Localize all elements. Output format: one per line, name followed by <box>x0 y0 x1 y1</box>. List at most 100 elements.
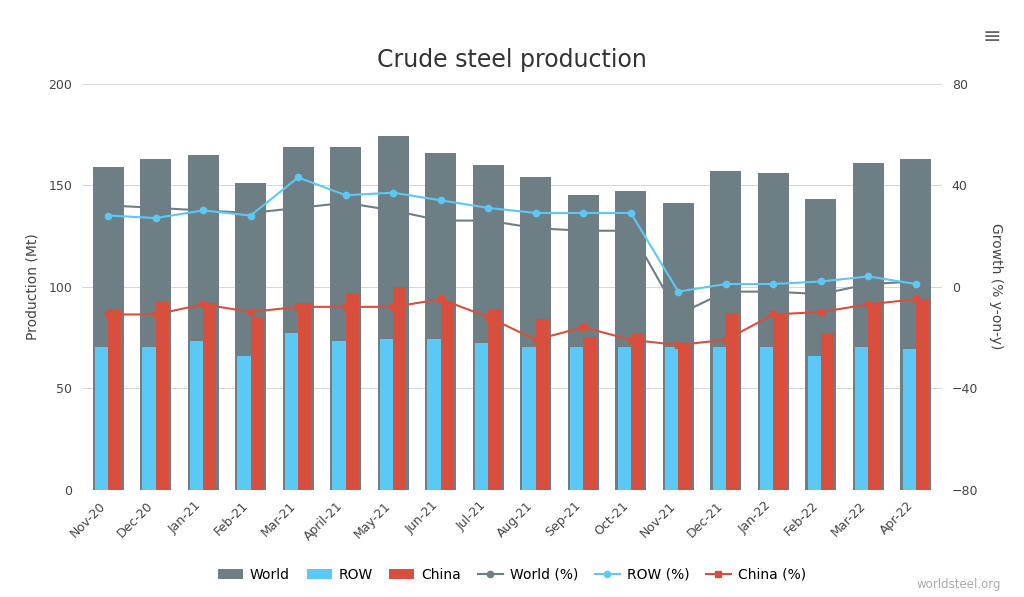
Bar <box>520 177 551 490</box>
China (%) <box>434 296 446 303</box>
Bar <box>615 191 646 490</box>
China (%) <box>625 336 637 343</box>
Bar <box>187 155 218 490</box>
China (%) <box>767 311 779 318</box>
Text: worldsteel.org: worldsteel.org <box>916 578 1001 591</box>
Y-axis label: Growth (% y-on-y): Growth (% y-on-y) <box>989 223 1004 350</box>
Line: China (%): China (%) <box>104 296 920 348</box>
Line: World (%): World (%) <box>104 200 920 318</box>
China (%) <box>672 341 684 349</box>
Bar <box>678 346 691 490</box>
China (%) <box>720 336 732 343</box>
World (%) <box>767 288 779 295</box>
World (%) <box>387 207 399 214</box>
Bar <box>425 153 456 490</box>
Bar <box>617 347 631 490</box>
Bar <box>915 298 929 490</box>
ROW (%) <box>245 212 257 219</box>
China (%) <box>150 311 162 318</box>
Bar <box>713 347 726 490</box>
Bar <box>92 167 124 490</box>
Bar <box>568 195 599 490</box>
World (%) <box>197 207 209 214</box>
Line: ROW (%): ROW (%) <box>104 174 920 295</box>
World (%) <box>150 204 162 211</box>
ROW (%) <box>815 278 827 285</box>
Bar <box>333 341 346 490</box>
ROW (%) <box>862 273 874 280</box>
Bar <box>808 356 821 490</box>
Bar <box>475 343 488 490</box>
ROW (%) <box>387 189 399 196</box>
Bar <box>758 173 788 490</box>
Bar <box>189 341 203 490</box>
Bar <box>868 303 882 490</box>
China (%) <box>340 303 352 310</box>
Bar <box>584 337 597 490</box>
Bar <box>522 347 536 490</box>
ROW (%) <box>672 288 684 295</box>
Title: Crude steel production: Crude steel production <box>377 48 647 72</box>
Bar <box>285 333 298 490</box>
World (%) <box>720 288 732 295</box>
ROW (%) <box>292 174 304 181</box>
Bar <box>665 347 678 490</box>
ROW (%) <box>767 281 779 288</box>
Bar <box>570 347 584 490</box>
China (%) <box>197 301 209 308</box>
Bar <box>473 165 504 490</box>
Bar <box>853 163 884 490</box>
ROW (%) <box>625 210 637 217</box>
Bar <box>760 347 773 490</box>
ROW (%) <box>340 192 352 199</box>
Bar <box>427 339 440 490</box>
Bar <box>156 301 169 490</box>
World (%) <box>245 210 257 217</box>
Bar <box>631 333 644 490</box>
World (%) <box>909 278 922 285</box>
Bar <box>488 309 502 490</box>
ROW (%) <box>909 281 922 288</box>
ROW (%) <box>102 212 115 219</box>
Bar <box>380 339 393 490</box>
World (%) <box>292 204 304 211</box>
Bar <box>142 347 156 490</box>
ROW (%) <box>434 196 446 204</box>
Bar <box>711 171 741 490</box>
China (%) <box>292 303 304 310</box>
Bar <box>855 347 868 490</box>
ROW (%) <box>197 207 209 214</box>
China (%) <box>578 324 590 331</box>
ROW (%) <box>720 281 732 288</box>
Bar <box>95 347 109 490</box>
ROW (%) <box>150 214 162 221</box>
World (%) <box>815 291 827 298</box>
Bar <box>806 199 837 490</box>
World (%) <box>578 227 590 234</box>
China (%) <box>482 313 495 321</box>
China (%) <box>387 303 399 310</box>
China (%) <box>102 311 115 318</box>
Bar <box>821 333 835 490</box>
Bar <box>393 287 407 490</box>
World (%) <box>102 202 115 209</box>
Bar <box>663 204 694 490</box>
China (%) <box>909 296 922 303</box>
World (%) <box>340 199 352 207</box>
World (%) <box>434 217 446 224</box>
Bar <box>330 146 361 490</box>
Bar <box>773 315 786 490</box>
Bar <box>251 317 264 490</box>
World (%) <box>625 227 637 234</box>
Bar <box>203 303 216 490</box>
World (%) <box>672 311 684 318</box>
Bar <box>283 146 313 490</box>
Y-axis label: Production (Mt): Production (Mt) <box>26 233 40 340</box>
Bar <box>236 183 266 490</box>
Bar <box>298 303 311 490</box>
Bar <box>238 356 251 490</box>
China (%) <box>815 308 827 315</box>
ROW (%) <box>482 204 495 211</box>
World (%) <box>862 281 874 288</box>
Bar <box>346 293 359 490</box>
